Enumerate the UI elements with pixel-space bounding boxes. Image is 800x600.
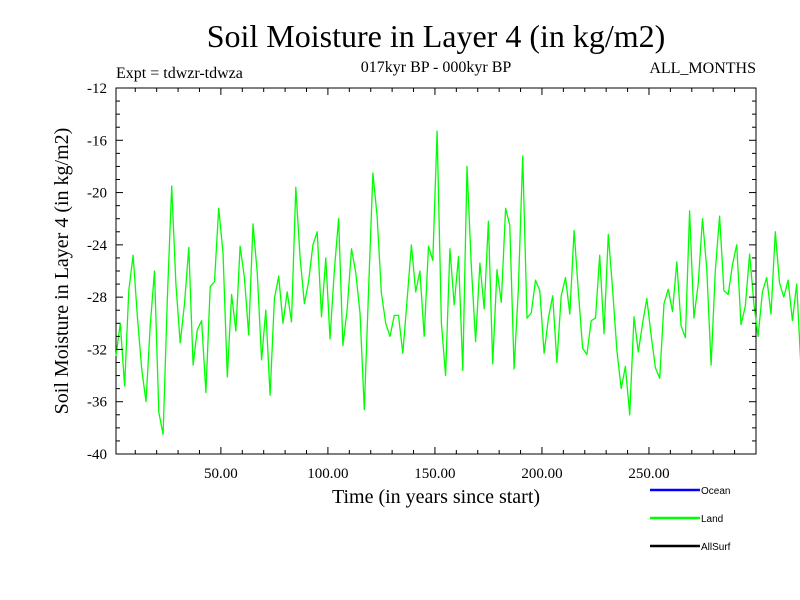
legend-label-land: Land: [701, 514, 723, 525]
subtitle-experiment: Expt = tdwzr-tdwza: [116, 65, 243, 82]
y-tick-label: -20: [87, 186, 107, 202]
x-tick-label: 50.00: [204, 466, 238, 482]
subtitle-months: ALL_MONTHS: [649, 60, 756, 77]
y-tick-label: -12: [87, 81, 107, 97]
y-axis-label: Soil Moisture in Layer 4 (in kg/m2): [51, 128, 73, 415]
plot-area: [115, 87, 800, 455]
legend-label-ocean: Ocean: [701, 486, 730, 497]
x-axis-label: Time (in years since start): [332, 486, 540, 508]
series-line-land: [115, 130, 800, 436]
y-tick-label: -36: [87, 395, 107, 411]
x-tick-label: 150.00: [414, 466, 455, 482]
y-axis: -12 -16 -20 -24 -28 -32 -36 -40: [87, 81, 756, 463]
subtitle-period: 017kyr BP - 000kyr BP: [361, 59, 512, 76]
chart-title: Soil Moisture in Layer 4 (in kg/m2): [207, 18, 666, 54]
plot-frame: [115, 87, 757, 455]
y-tick-label: -24: [87, 238, 107, 254]
y-tick-label: -32: [87, 342, 107, 358]
legend-label-allsurf: AllSurf: [701, 542, 731, 553]
x-tick-label: 200.00: [521, 466, 562, 482]
x-tick-label: 100.00: [307, 466, 348, 482]
y-tick-label: -16: [87, 133, 107, 149]
x-axis: 50.00 100.00 150.00 200.00 250.00: [134, 88, 736, 482]
y-tick-label: -40: [87, 447, 107, 463]
y-tick-label: -28: [87, 290, 107, 306]
legend: Ocean Land AllSurf: [650, 486, 731, 553]
x-tick-label: 250.00: [628, 466, 669, 482]
